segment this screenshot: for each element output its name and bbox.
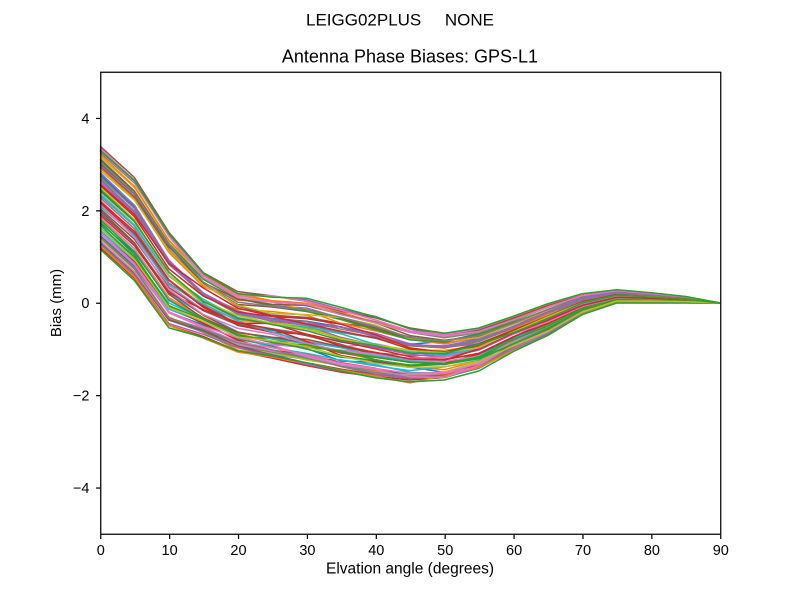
svg-text:Elvation angle (degrees): Elvation angle (degrees) bbox=[326, 561, 494, 578]
svg-text:Antenna Phase Biases: GPS-L1: Antenna Phase Biases: GPS-L1 bbox=[282, 47, 538, 67]
svg-text:20: 20 bbox=[230, 543, 246, 559]
svg-text:80: 80 bbox=[644, 543, 660, 559]
svg-text:−2: −2 bbox=[73, 389, 90, 405]
svg-text:0: 0 bbox=[97, 543, 105, 559]
svg-text:90: 90 bbox=[713, 543, 729, 559]
svg-text:70: 70 bbox=[575, 543, 591, 559]
svg-text:2: 2 bbox=[81, 204, 89, 220]
svg-text:30: 30 bbox=[299, 543, 315, 559]
svg-text:−4: −4 bbox=[73, 481, 90, 497]
svg-text:4: 4 bbox=[81, 111, 89, 127]
svg-text:0: 0 bbox=[81, 296, 89, 312]
svg-text:10: 10 bbox=[162, 543, 178, 559]
svg-text:50: 50 bbox=[437, 543, 453, 559]
svg-text:40: 40 bbox=[368, 543, 384, 559]
svg-text:60: 60 bbox=[506, 543, 522, 559]
svg-text:LEIGG02PLUS NONE: LEIGG02PLUS NONE bbox=[306, 11, 494, 30]
svg-text:Bias (mm): Bias (mm) bbox=[48, 269, 65, 337]
